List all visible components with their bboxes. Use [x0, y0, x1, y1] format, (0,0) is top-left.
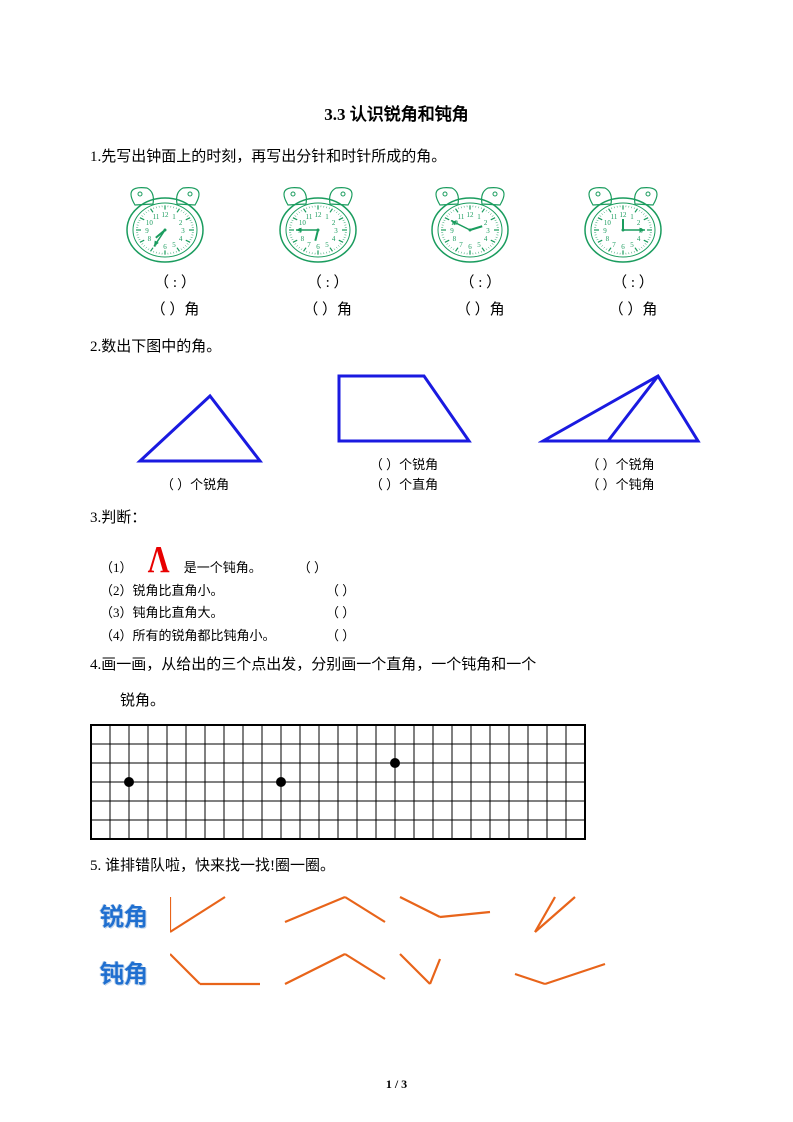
q1-prompt: 1.先写出钟面上的时刻，再写出分针和时针所成的角。 [90, 143, 703, 172]
q4-prompt: 4.画一画，从给出的三个点出发，分别画一个直角，一个钝角和一个 [90, 651, 703, 680]
svg-text:11: 11 [305, 213, 312, 221]
svg-text:9: 9 [451, 227, 455, 235]
angle-symbol-icon: Λ [147, 541, 169, 579]
q3-blank: （ ） [326, 626, 355, 647]
q3-item1-text: 是一个钝角。 [184, 558, 262, 579]
svg-text:8: 8 [453, 235, 457, 243]
svg-text:3: 3 [487, 227, 491, 235]
q1-clocks: 1234567891011121234567891011121234567891… [105, 180, 703, 265]
q1-angle-blank: （ ）角 [105, 298, 245, 319]
svg-text:8: 8 [606, 235, 610, 243]
q3-blank: （ ） [326, 603, 355, 624]
svg-text:11: 11 [153, 213, 160, 221]
svg-text:9: 9 [145, 227, 149, 235]
svg-text:2: 2 [484, 219, 488, 227]
grid-icon [90, 724, 588, 842]
q2-shape-1: （ ）个锐角 [120, 391, 270, 495]
svg-text:1: 1 [172, 213, 176, 221]
page: 3.3 认识锐角和钝角 1.先写出钟面上的时刻，再写出分针和时针所成的角。 12… [0, 0, 793, 1122]
svg-text:3: 3 [181, 227, 185, 235]
q5-obtuse-row: 钝角 [100, 949, 703, 994]
svg-text:11: 11 [458, 213, 465, 221]
q1-angle-blank: （ ）角 [410, 298, 550, 319]
svg-text:2: 2 [637, 219, 641, 227]
svg-text:1: 1 [325, 213, 329, 221]
svg-text:3: 3 [334, 227, 338, 235]
svg-text:7: 7 [307, 240, 311, 248]
svg-text:8: 8 [300, 235, 304, 243]
q5-obtuse-label: 钝角 [100, 954, 170, 989]
svg-text:4: 4 [179, 235, 183, 243]
q3-item2-text: （2）锐角比直角小。 [100, 581, 320, 602]
svg-text:4: 4 [331, 235, 335, 243]
q5-prompt: 5. 谁排错队啦，快来找一找!圈一圈。 [90, 852, 703, 881]
q4-grid [90, 724, 703, 842]
q3-blank: （ ） [298, 558, 327, 579]
q2-caption2b: （ ）个直角 [329, 475, 479, 495]
q2-caption2a: （ ）个锐角 [329, 455, 479, 475]
q2-caption3b: （ ）个钝角 [538, 475, 703, 495]
q3-blank: （ ） [326, 581, 355, 602]
svg-text:12: 12 [619, 211, 627, 219]
q2-caption3a: （ ）个锐角 [538, 455, 703, 475]
q3-item-4: （4）所有的锐角都比钝角小。 （ ） [100, 626, 703, 647]
svg-text:4: 4 [484, 235, 488, 243]
svg-text:11: 11 [611, 213, 618, 221]
svg-text:5: 5 [630, 240, 634, 248]
q1-time-blank: （ : ） [258, 271, 398, 292]
svg-text:6: 6 [316, 243, 320, 251]
svg-text:12: 12 [467, 211, 475, 219]
q3-list: （1） Λ 是一个钝角。 （ ） （2）锐角比直角小。 （ ） （3）钝角比直角… [100, 541, 703, 647]
svg-text:1: 1 [478, 213, 482, 221]
q3-item1-label: （1） [100, 558, 133, 579]
q2-caption1: （ ）个锐角 [120, 475, 270, 495]
svg-text:7: 7 [460, 240, 464, 248]
q1-angle-blank: （ ）角 [258, 298, 398, 319]
page-number: 1 / 3 [0, 1077, 793, 1092]
obtuse-angles-icon [170, 949, 630, 994]
q3-item4-text: （4）所有的锐角都比钝角小。 [100, 626, 320, 647]
svg-text:6: 6 [469, 243, 473, 251]
q1-time-row: （ : ） （ : ） （ : ） （ : ） [105, 271, 703, 292]
q3-item-2: （2）锐角比直角小。 （ ） [100, 581, 703, 602]
q3-item3-text: （3）钝角比直角大。 [100, 603, 320, 624]
q1-time-blank: （ : ） [105, 271, 245, 292]
svg-text:5: 5 [478, 240, 482, 248]
q1-time-blank: （ : ） [563, 271, 703, 292]
trapezoid-icon [329, 371, 479, 451]
q3-prompt: 3.判断： [90, 504, 703, 533]
q1-angle-blank: （ ）角 [563, 298, 703, 319]
svg-text:12: 12 [314, 211, 322, 219]
svg-text:2: 2 [331, 219, 335, 227]
svg-text:5: 5 [172, 240, 176, 248]
q2-row: （ ）个锐角 （ ）个锐角 （ ）个直角 （ ）个锐角 （ ）个钝角 [120, 371, 703, 494]
svg-text:8: 8 [148, 235, 152, 243]
page-title: 3.3 认识锐角和钝角 [90, 100, 703, 125]
q3-item-3: （3）钝角比直角大。 （ ） [100, 603, 703, 624]
svg-text:7: 7 [612, 240, 616, 248]
acute-angles-icon [170, 892, 630, 937]
q4-prompt-line2: 锐角。 [120, 687, 703, 716]
svg-text:1: 1 [630, 213, 634, 221]
q1-time-blank: （ : ） [410, 271, 550, 292]
svg-text:12: 12 [162, 211, 170, 219]
q5-acute-row: 锐角 [100, 892, 703, 937]
triangle-icon [120, 391, 270, 471]
svg-text:5: 5 [325, 240, 329, 248]
svg-text:6: 6 [621, 243, 625, 251]
q3-item-1: （1） Λ 是一个钝角。 （ ） [100, 541, 703, 579]
q2-shape-2: （ ）个锐角 （ ）个直角 [329, 371, 479, 494]
q1-angle-row: （ ）角 （ ）角 （ ）角 （ ）角 [105, 298, 703, 319]
svg-text:4: 4 [637, 235, 641, 243]
svg-text:2: 2 [179, 219, 183, 227]
triangle-divided-icon [538, 371, 703, 451]
q5-acute-label: 锐角 [100, 897, 170, 932]
svg-text:9: 9 [603, 227, 607, 235]
svg-text:6: 6 [163, 243, 167, 251]
q2-shape-3: （ ）个锐角 （ ）个钝角 [538, 371, 703, 494]
q2-prompt: 2.数出下图中的角。 [90, 333, 703, 362]
